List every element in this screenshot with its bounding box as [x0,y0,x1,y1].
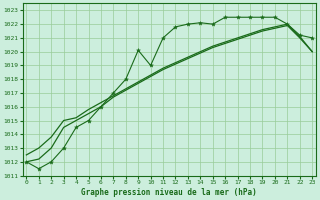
X-axis label: Graphe pression niveau de la mer (hPa): Graphe pression niveau de la mer (hPa) [81,188,257,197]
